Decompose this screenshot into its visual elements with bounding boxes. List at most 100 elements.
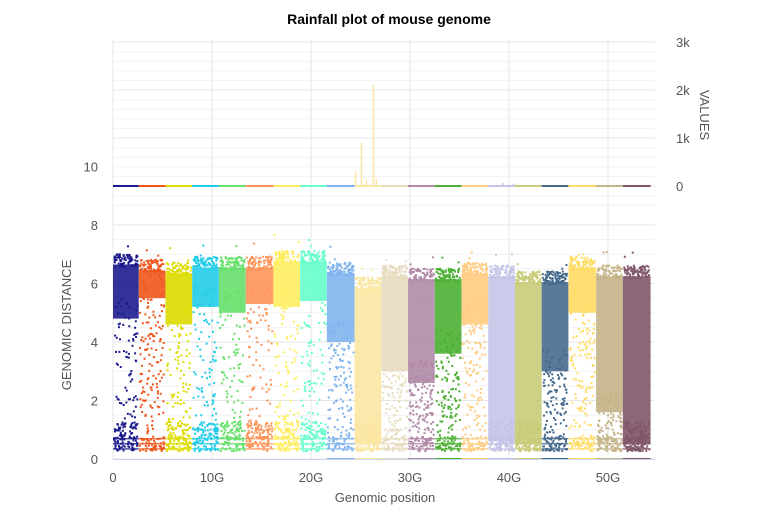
data-point xyxy=(570,301,572,303)
data-point xyxy=(148,445,150,447)
data-point xyxy=(361,450,363,452)
data-point xyxy=(550,379,552,381)
data-point xyxy=(312,433,314,435)
data-point xyxy=(524,432,526,434)
data-point xyxy=(337,354,339,356)
data-point xyxy=(575,268,577,270)
data-point xyxy=(194,287,196,289)
data-point xyxy=(551,279,553,281)
data-point xyxy=(352,270,354,272)
data-point xyxy=(576,335,578,337)
data-point xyxy=(528,431,530,433)
data-point xyxy=(155,349,157,351)
data-point xyxy=(228,425,230,427)
data-point xyxy=(139,450,141,452)
data-point xyxy=(186,391,188,393)
data-point xyxy=(589,338,591,340)
data-point xyxy=(621,439,623,441)
data-point xyxy=(439,430,441,432)
data-point xyxy=(401,445,403,447)
data-point xyxy=(475,380,477,382)
data-point xyxy=(240,257,242,259)
data-point xyxy=(122,422,124,424)
data-point xyxy=(130,258,132,260)
data-point xyxy=(579,409,581,411)
data-point xyxy=(462,317,464,319)
data-point xyxy=(371,434,373,436)
data-point xyxy=(122,324,124,326)
data-point xyxy=(417,280,419,282)
data-point xyxy=(432,280,434,282)
data-point xyxy=(200,254,202,256)
data-point xyxy=(258,264,260,266)
data-point xyxy=(530,427,532,429)
data-point xyxy=(177,325,179,327)
data-point xyxy=(431,398,433,400)
data-point xyxy=(594,339,596,341)
data-point xyxy=(559,368,561,370)
data-point xyxy=(143,400,145,402)
data-point xyxy=(538,270,540,272)
data-point xyxy=(420,278,422,280)
data-point xyxy=(537,423,539,425)
data-point xyxy=(124,417,126,419)
data-point xyxy=(466,266,468,268)
data-point xyxy=(592,450,594,452)
data-point xyxy=(334,379,336,381)
data-point xyxy=(320,349,322,351)
data-point xyxy=(185,429,187,431)
data-point xyxy=(223,372,225,374)
data-point xyxy=(573,354,575,356)
data-point xyxy=(542,445,544,447)
data-point xyxy=(117,424,119,426)
data-point xyxy=(395,269,397,271)
data-point xyxy=(334,426,336,428)
data-point xyxy=(451,440,453,442)
chromosome-15 xyxy=(488,185,515,460)
data-point xyxy=(175,271,177,273)
data-point xyxy=(574,291,576,293)
data-point xyxy=(590,424,592,426)
value-baseline xyxy=(542,185,569,187)
data-point xyxy=(270,379,272,381)
data-point xyxy=(178,347,180,349)
data-point xyxy=(311,262,313,264)
data-point xyxy=(385,436,387,438)
data-point xyxy=(189,353,191,355)
data-point xyxy=(134,416,136,418)
data-point xyxy=(454,439,456,441)
data-point xyxy=(482,301,484,303)
data-point xyxy=(524,436,526,438)
data-point xyxy=(401,350,403,352)
data-point xyxy=(468,262,470,264)
data-point xyxy=(161,354,163,356)
data-point xyxy=(150,386,152,388)
data-point xyxy=(175,352,177,354)
data-point xyxy=(577,297,579,299)
data-point xyxy=(121,446,123,448)
data-point xyxy=(579,408,581,410)
band-line xyxy=(165,443,192,445)
data-point xyxy=(456,350,458,352)
data-point xyxy=(573,440,575,442)
data-point xyxy=(178,336,180,338)
data-point xyxy=(156,383,158,385)
data-point xyxy=(464,362,466,364)
data-point xyxy=(444,404,446,406)
data-point xyxy=(335,326,337,328)
data-point xyxy=(263,265,265,267)
data-point xyxy=(208,262,210,264)
data-point xyxy=(174,358,176,360)
data-point xyxy=(178,446,180,448)
data-point xyxy=(250,308,252,310)
data-point xyxy=(139,347,141,349)
data-point xyxy=(418,440,420,442)
data-point xyxy=(560,435,562,437)
data-point xyxy=(535,271,537,273)
data-point xyxy=(593,441,595,443)
data-point xyxy=(598,412,600,414)
data-point xyxy=(582,341,584,343)
data-point xyxy=(145,338,147,340)
data-point xyxy=(173,446,175,448)
data-point xyxy=(381,385,383,387)
